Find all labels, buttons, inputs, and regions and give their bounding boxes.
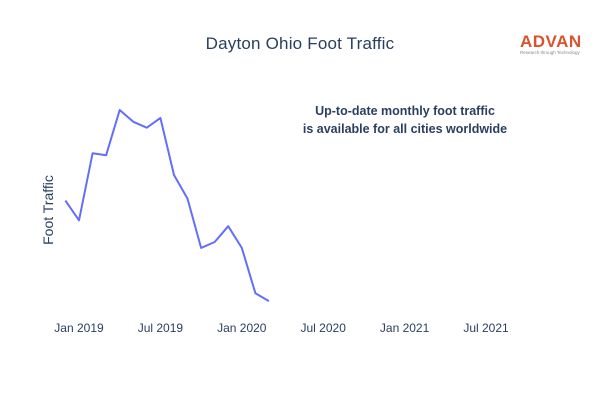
logo-wordmark: ADVAN <box>520 32 582 51</box>
logo-tagline: Research through Technology <box>520 50 580 55</box>
x-tick-label: Jul 2020 <box>301 321 347 335</box>
annotation-line-2: is available for all cities worldwide <box>302 122 508 136</box>
annotation-line-1: Up-to-date monthly foot traffic <box>315 104 495 118</box>
x-tick-label: Jul 2019 <box>138 321 184 335</box>
x-tick-label: Jan 2021 <box>380 321 430 335</box>
x-tick-label: Jan 2019 <box>54 321 104 335</box>
x-axis-ticks: Jan 2019 Jul 2019 Jan 2020 Jul 2020 Jan 2021… <box>54 321 509 335</box>
chart-title: Dayton Ohio Foot Traffic <box>205 34 395 53</box>
advan-logo: ADVAN Research through Technology <box>520 33 590 56</box>
x-tick-label: Jan 2020 <box>217 321 267 335</box>
x-tick-label: Jul 2021 <box>463 321 509 335</box>
series-layer <box>64 109 270 302</box>
series-line <box>64 109 270 302</box>
chart-annotation: Up-to-date monthly foot traffic is avail… <box>260 102 550 138</box>
